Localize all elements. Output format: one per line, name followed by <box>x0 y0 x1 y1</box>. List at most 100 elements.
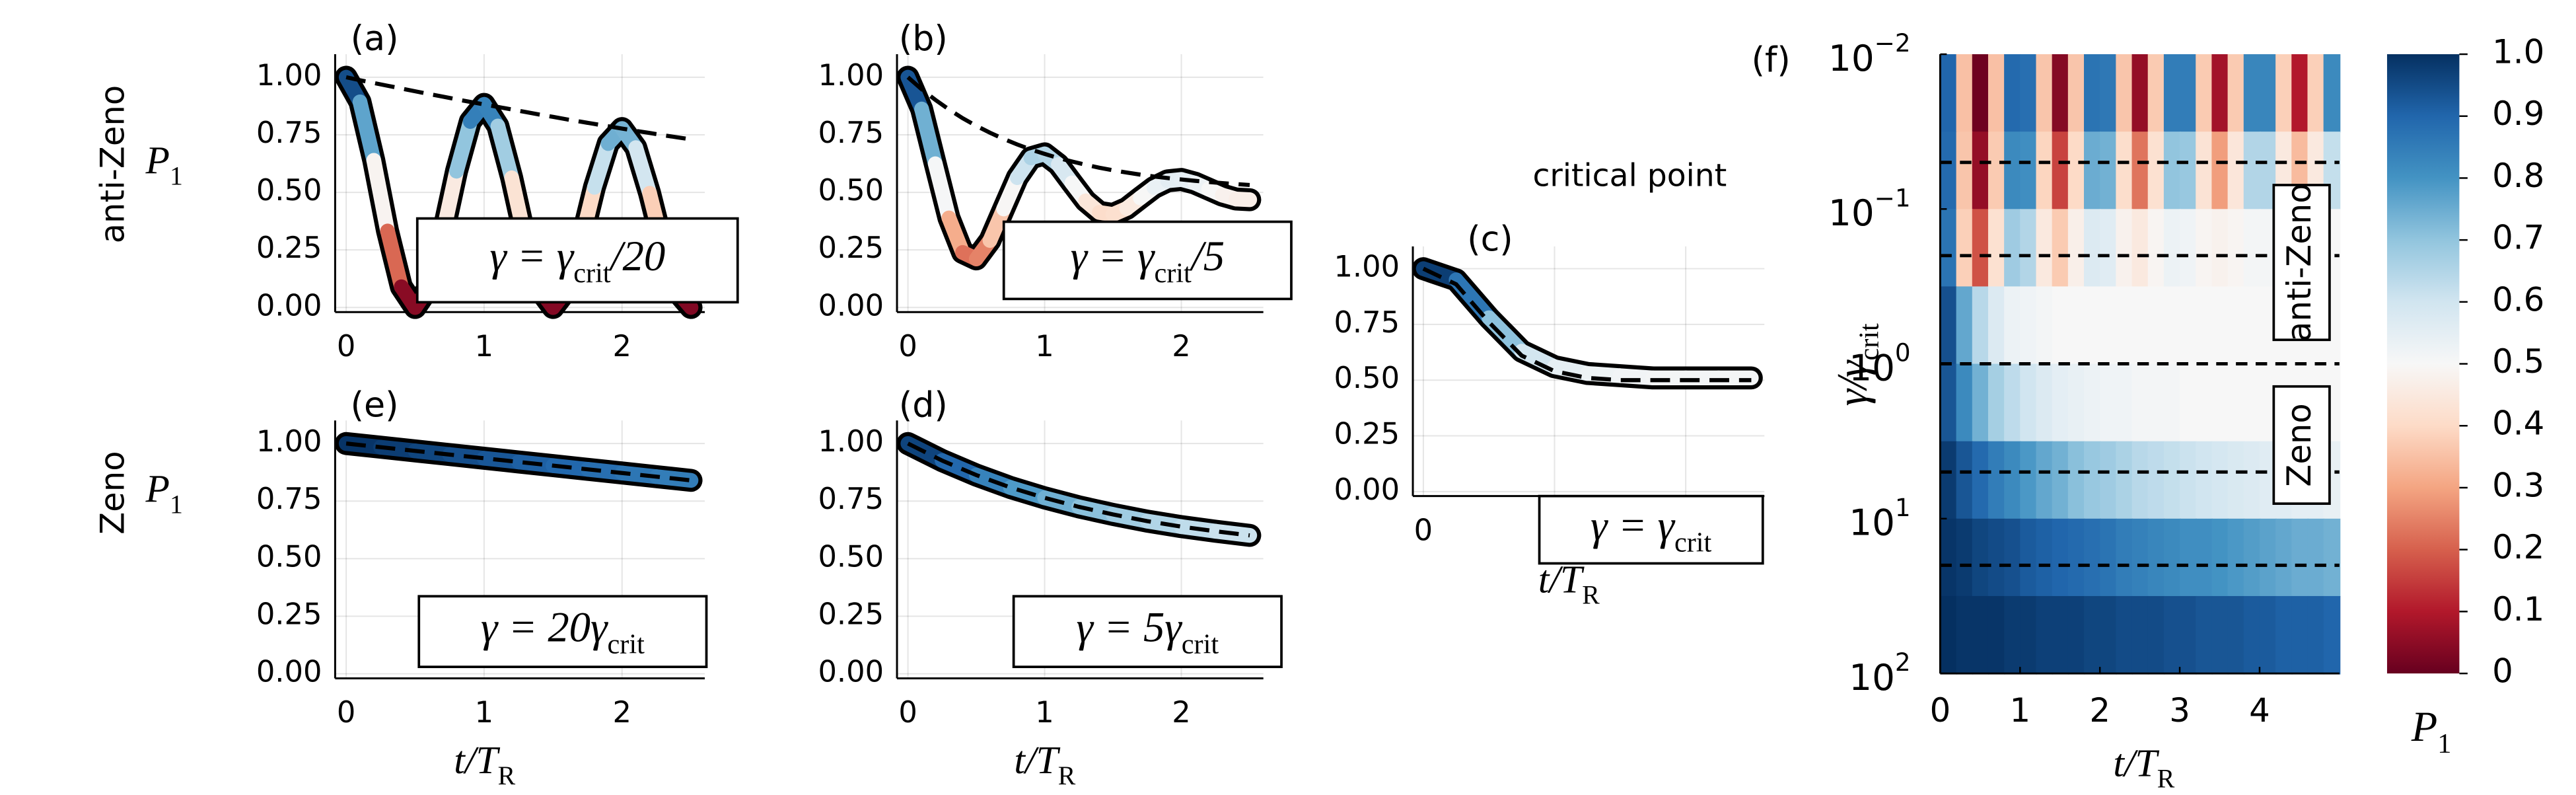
dashed-line <box>907 441 1250 538</box>
x-tick-label: 2 <box>612 695 631 730</box>
heatmap-cell <box>2131 54 2149 133</box>
heatmap-cell <box>2291 595 2308 675</box>
text-part: γ = 20γ <box>481 603 608 651</box>
text-part: t/T <box>1538 557 1585 601</box>
x-tick-label: 1 <box>1035 695 1054 730</box>
heatmap-cell <box>2116 363 2133 443</box>
heatmap-cell <box>2100 209 2117 287</box>
heatmap-cell <box>2131 595 2149 675</box>
heatmap-cell <box>2100 363 2117 443</box>
heatmap-cell <box>2275 518 2293 597</box>
x-tick-label: 1 <box>475 695 493 730</box>
y-axis-label: P1 <box>145 138 183 190</box>
heatmap-cell <box>2243 595 2261 675</box>
heatmap-cell <box>2275 54 2293 133</box>
heatmap-cell <box>1972 209 1989 287</box>
heatmap-cell <box>1956 441 1974 520</box>
heatmap-cell <box>1987 518 2005 597</box>
heatmap-cell <box>2147 286 2165 365</box>
heatmap-cell <box>2036 54 2054 133</box>
subscript: 1 <box>2437 728 2451 759</box>
x-tick-label: 2 <box>1172 695 1190 730</box>
heatmap-cell <box>2100 286 2117 365</box>
region-box <box>2272 184 2331 342</box>
subscript: R <box>1058 761 1076 790</box>
text-part: P <box>2411 702 2437 750</box>
heatmap-cell <box>2243 54 2261 133</box>
tick-exponent: 0 <box>1895 338 1911 367</box>
heatmap-cell <box>2052 518 2069 597</box>
dashed-line <box>1422 266 1752 383</box>
heatmap-cell <box>2211 132 2229 210</box>
heatmap-cell <box>2004 286 2021 365</box>
heatmap-cell <box>2004 54 2021 133</box>
band-segment <box>1449 272 1497 325</box>
heatmap-cell <box>2211 441 2229 520</box>
heatmap-cell <box>1987 54 2005 133</box>
y-tick-label: 0.00 <box>818 654 884 689</box>
heatmap-cell <box>1987 595 2005 675</box>
y-tick-label: 0.25 <box>1334 416 1400 451</box>
heatmap-cell <box>2163 441 2181 520</box>
heatmap-cell <box>2020 132 2037 210</box>
subscript: 1 <box>170 490 183 519</box>
heatmap-cell <box>1987 132 2005 210</box>
y-tick-label: 0.75 <box>818 115 884 150</box>
heatmap-cell <box>1956 595 1974 675</box>
region-box <box>2272 385 2331 505</box>
heatmap-cell <box>2227 441 2245 520</box>
heatmap-cell <box>2227 518 2245 597</box>
heatmap-cell <box>2227 209 2245 287</box>
heatmap-cell <box>2147 209 2165 287</box>
heatmap-cell <box>1956 363 1974 443</box>
heatmap-cell <box>2052 595 2069 675</box>
y-tick-label: 101 <box>1849 492 1910 543</box>
y-tick-label: 102 <box>1849 648 1910 699</box>
panel-label: (d) <box>899 385 948 425</box>
heatmap-cell <box>2275 595 2293 675</box>
x-tick-label: 1 <box>1035 328 1054 363</box>
heatmap-cell <box>1956 54 1974 133</box>
heatmap-cell <box>1972 441 1989 520</box>
x-axis-label: t/TR <box>454 738 515 790</box>
y-tick-label: 0.00 <box>818 287 884 322</box>
heatmap-cell <box>2163 595 2181 675</box>
subscript: crit <box>1674 527 1712 558</box>
heatmap-cell <box>2323 595 2341 675</box>
colorbar-tick-label: 0.7 <box>2492 219 2544 257</box>
text-part: /5 <box>1190 232 1225 280</box>
x-tick-label: 4 <box>2249 691 2270 730</box>
heatmap-cell <box>1956 209 1974 287</box>
heatmap-cell <box>2147 595 2165 675</box>
heatmap-cell <box>1987 363 2005 443</box>
heatmap-cell <box>2116 132 2133 210</box>
band-segment <box>927 156 956 225</box>
heatmap-cell <box>1972 54 1989 133</box>
y-tick-label: 0.75 <box>1334 305 1400 340</box>
colorbar-tick-label: 0.6 <box>2492 280 2544 319</box>
heatmap-cell <box>1940 132 1958 210</box>
heatmap-cell <box>2163 209 2181 287</box>
band-segment <box>352 94 382 168</box>
heatmap-cell <box>2116 441 2133 520</box>
panel-label: (e) <box>351 385 399 425</box>
heatmap-cell <box>2067 595 2085 675</box>
subscript: R <box>1582 580 1600 609</box>
heatmap-cell <box>2036 132 2054 210</box>
band-segment <box>914 101 943 172</box>
x-tick-label: 2 <box>1172 328 1190 363</box>
y-tick-label: 0.50 <box>1334 360 1400 395</box>
band-segment <box>380 223 409 295</box>
y-tick-label: 1.00 <box>1334 249 1400 284</box>
heatmap-cell <box>1956 286 1974 365</box>
heatmap-cell <box>2196 363 2213 443</box>
heatmap-cell <box>2323 518 2341 597</box>
annotation: γ = 5γcrit <box>1077 603 1219 660</box>
annotation: γ = γcrit/5 <box>1071 232 1225 289</box>
heatmap-cell <box>1940 209 1958 287</box>
y-tick-label: 1.00 <box>818 57 884 93</box>
colorbar-tick-label: 0.1 <box>2492 590 2544 628</box>
text-part: /20 <box>609 232 666 280</box>
y-tick-label: 1.00 <box>256 424 322 459</box>
